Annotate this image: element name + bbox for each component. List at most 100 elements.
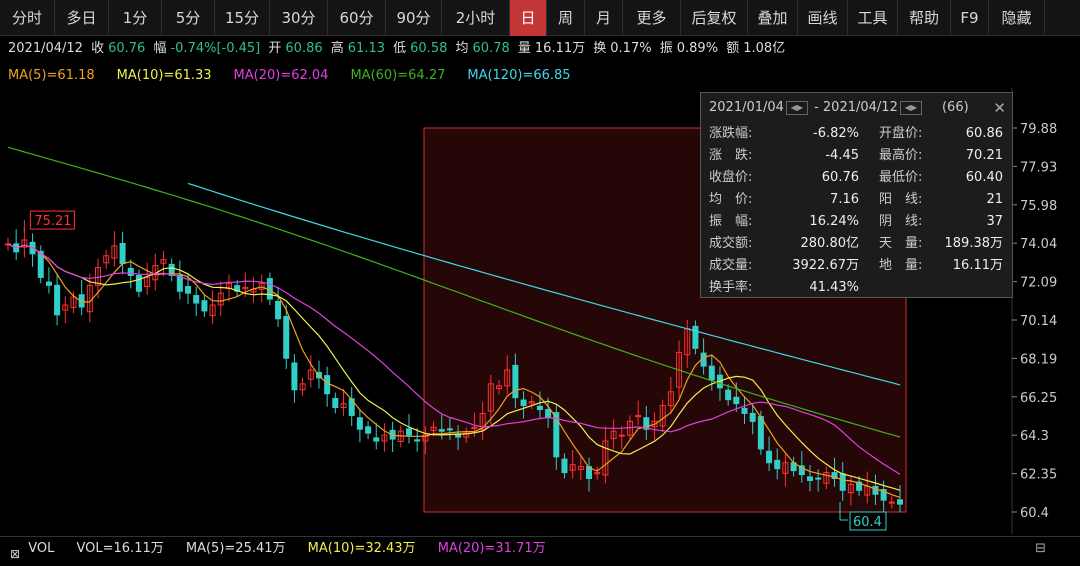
candle-body — [45, 281, 52, 286]
stats-row: 成交额: 280.80亿 天 量: 189.38万 — [701, 233, 1012, 255]
toolbar-item[interactable]: 2小时 — [442, 0, 510, 36]
candle-body — [536, 405, 543, 410]
candle-body — [856, 481, 863, 491]
y-tick-label: 64.3 — [1020, 429, 1049, 444]
toolbar-item[interactable]: 工具 — [848, 0, 898, 36]
ma-legend-item: MA(20)=62.04 — [233, 68, 329, 83]
stepper-icon[interactable]: ◀▶ — [899, 100, 922, 115]
period-toolbar: 分时 多日 1分 5分 15分 30分 60分 90分 2小时日周月更多 后复权 叠加 画线 工具 帮助 F… — [0, 0, 1080, 36]
candle-body — [340, 403, 347, 409]
toolbar-item[interactable]: 隐藏 — [989, 0, 1045, 36]
quote-volume: 16.11万 — [534, 41, 586, 56]
stats-cell: 均 价: — [709, 192, 753, 207]
ma10-line — [7, 243, 901, 491]
candle-body — [872, 485, 879, 495]
stats-cell: 地 量: — [879, 258, 923, 273]
toolbar-item[interactable]: 60分 — [328, 0, 386, 36]
candle-body — [594, 472, 601, 475]
toolbar-item[interactable]: 更多 — [623, 0, 681, 36]
candle-body — [561, 458, 568, 474]
range-start[interactable]: 2021/01/04 — [709, 100, 784, 115]
ma-legend-item: MA(60)=64.27 — [350, 68, 446, 83]
candle-body — [798, 465, 805, 476]
candle-body — [708, 365, 715, 381]
stats-cell: 16.24% — [809, 214, 859, 229]
candle-body — [757, 416, 764, 450]
toolbar-item[interactable]: 15分 — [215, 0, 270, 36]
stats-cell: -4.45 — [825, 148, 859, 163]
range-end[interactable]: 2021/04/12 — [822, 100, 898, 115]
stats-cell: 振 幅: — [709, 214, 753, 229]
stats-row: 收盘价: 60.76 最低价: 60.40 — [701, 167, 1012, 189]
candle-body — [127, 267, 134, 276]
candle-body — [185, 285, 192, 294]
low-marker-label: 60.4 — [853, 515, 882, 530]
stepper-icon[interactable]: ◀▶ — [785, 100, 808, 115]
quote-open: 60.86 — [285, 41, 323, 56]
vol-label[interactable]: VOL — [28, 541, 55, 556]
stats-cell: 阳 线: — [879, 192, 923, 207]
candle-body — [618, 434, 625, 437]
stats-row: 换手率: 41.43% — [701, 277, 1012, 299]
toolbar-item[interactable]: F9 — [951, 0, 989, 36]
y-tick-label: 70.14 — [1020, 314, 1057, 329]
candle-body — [815, 477, 822, 480]
candle-body — [373, 437, 380, 442]
candle-body — [782, 462, 789, 474]
toolbar-item[interactable]: 后复权 — [681, 0, 748, 36]
candle-body — [733, 396, 740, 405]
quote-close: 60.76 — [108, 41, 146, 56]
candle-body — [446, 428, 453, 431]
stats-cell — [879, 277, 941, 299]
candle-body — [659, 405, 666, 427]
toolbar-item[interactable]: 5分 — [162, 0, 215, 36]
stats-cell: 最低价: — [879, 170, 923, 185]
quote-amplitude: 0.89% — [676, 41, 719, 56]
y-tick-label: 79.88 — [1020, 122, 1057, 137]
stats-cell: 收盘价: — [709, 170, 753, 185]
candle-body — [299, 383, 306, 391]
toolbar-item[interactable]: 日 — [510, 0, 547, 36]
candle-body — [463, 432, 470, 438]
toolbar-item[interactable]: 月 — [585, 0, 623, 36]
ma-legend-item: MA(120)=66.85 — [467, 68, 571, 83]
toolbar-item[interactable]: 90分 — [386, 0, 442, 36]
toolbar-item[interactable]: 分时 — [0, 0, 55, 36]
toolbar-item[interactable]: 画线 — [798, 0, 848, 36]
candle-body — [144, 276, 151, 287]
candle-body — [78, 294, 85, 308]
toolbar-item[interactable]: 周 — [547, 0, 585, 36]
candle-body — [741, 407, 748, 414]
candle-body — [774, 459, 781, 470]
candle-body — [111, 245, 118, 259]
candle-body — [414, 439, 421, 442]
y-tick-label: 75.98 — [1020, 199, 1057, 214]
candle-body — [487, 383, 494, 412]
close-icon[interactable]: ✕ — [993, 99, 1006, 117]
ma60-line — [7, 146, 901, 438]
candle-body — [176, 274, 183, 292]
stats-cell: 天 量: — [879, 236, 923, 251]
toolbar-item[interactable]: 1分 — [109, 0, 162, 36]
stats-cell: 37 — [986, 214, 1003, 229]
expand-icon[interactable]: ⊠ — [10, 546, 21, 561]
candle-body — [37, 250, 44, 278]
high-marker-label: 75.21 — [34, 214, 71, 229]
stats-row: 成交量: 3922.67万 地 量: 16.11万 — [701, 255, 1012, 277]
stats-cell: 7.16 — [830, 192, 859, 207]
quote-change: -0.74%[-0.45] — [170, 41, 261, 56]
toolbar-item[interactable]: 帮助 — [898, 0, 951, 36]
candle-body — [651, 420, 658, 428]
toolbar-item[interactable]: 30分 — [270, 0, 328, 36]
ma20-line — [7, 243, 901, 475]
toolbar-item[interactable]: 叠加 — [748, 0, 798, 36]
maximize-icon[interactable]: ⊟ — [1035, 541, 1046, 556]
vol-ma20: MA(20)=31.71万 — [437, 541, 546, 556]
candle-body — [667, 391, 674, 407]
stats-cell: 成交额: — [709, 236, 753, 251]
candle-body — [471, 426, 478, 429]
toolbar-item[interactable]: 多日 — [55, 0, 109, 36]
stats-cell: 换手率: — [709, 280, 753, 295]
vol-ma5: MA(5)=25.41万 — [185, 541, 286, 556]
stats-cell: 280.80亿 — [800, 236, 860, 251]
